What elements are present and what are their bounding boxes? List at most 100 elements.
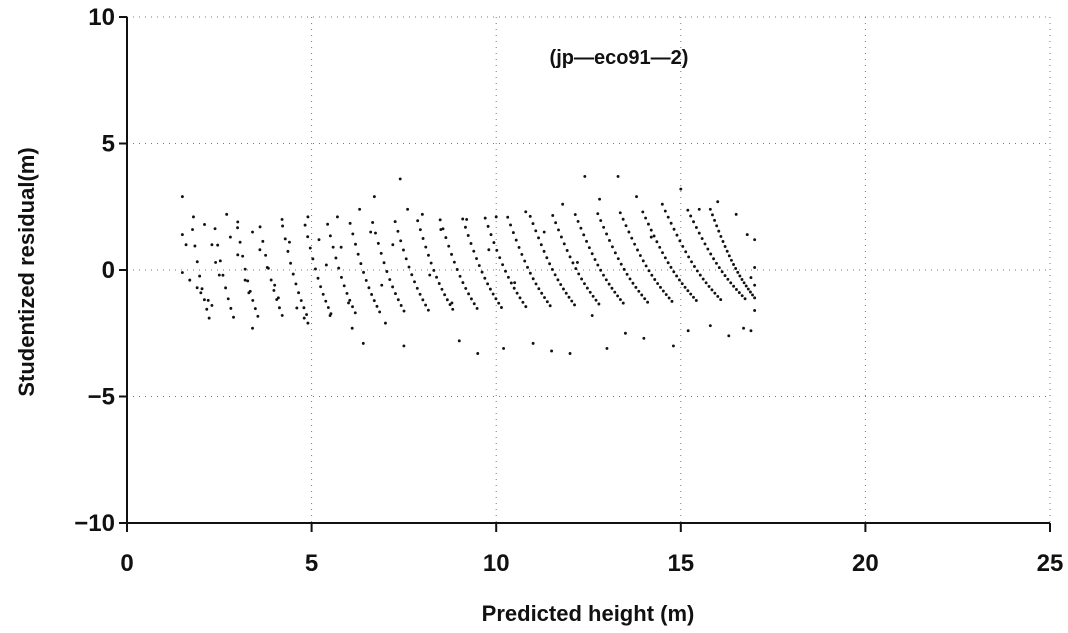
- scatter-point: [329, 312, 333, 316]
- scatter-point: [399, 239, 403, 243]
- scatter-point: [509, 281, 513, 285]
- scatter-point: [391, 243, 395, 247]
- scatter-point: [711, 213, 714, 217]
- scatter-point: [435, 275, 438, 279]
- scatter-point: [723, 245, 727, 248]
- scatter-point: [640, 293, 644, 297]
- scatter-point: [424, 303, 428, 307]
- scatter-point: [511, 231, 515, 235]
- scatter-point: [568, 255, 572, 259]
- scatter-point: [743, 297, 747, 301]
- scatter-point: [591, 294, 595, 298]
- scatter-point: [573, 213, 577, 217]
- scatter-point: [388, 278, 392, 281]
- scatter-point: [188, 278, 192, 282]
- scatter-point: [506, 215, 510, 219]
- scatter-point: [520, 252, 524, 256]
- scatter-point: [562, 287, 565, 291]
- scatter-point: [210, 303, 214, 307]
- scatter-point: [321, 292, 325, 296]
- scatter-point: [398, 177, 402, 181]
- scatter-point: [687, 255, 691, 259]
- scatter-point: [236, 253, 240, 257]
- scatter-point: [531, 277, 535, 281]
- scatter-point: [531, 222, 535, 226]
- scatter-point: [596, 212, 600, 216]
- scatter-point: [753, 283, 757, 287]
- scatter-point: [588, 290, 592, 294]
- scatter-point: [305, 313, 309, 316]
- scatter-point: [524, 305, 528, 309]
- scatter-point: [180, 271, 184, 274]
- scatter-point: [543, 296, 546, 299]
- scatter-point: [633, 242, 637, 246]
- scatter-point: [602, 273, 605, 277]
- scatter-point: [214, 260, 218, 264]
- scatter-point: [605, 346, 609, 350]
- scatter-point: [273, 283, 277, 287]
- scatter-point: [469, 297, 473, 301]
- scatter-point: [369, 230, 373, 234]
- scatter-point: [506, 275, 510, 279]
- scatter-point: [324, 299, 328, 303]
- scatter-point: [742, 281, 746, 285]
- scatter-point: [672, 227, 676, 231]
- scatter-point: [542, 230, 546, 234]
- scatter-point: [488, 287, 492, 291]
- scatter-point: [509, 223, 512, 227]
- scatter-point: [218, 259, 222, 263]
- scatter-point: [590, 252, 594, 256]
- scatter-point: [364, 278, 368, 282]
- scatter-point: [717, 266, 721, 270]
- scatter-point: [379, 251, 383, 255]
- scatter-point: [561, 202, 565, 206]
- scatter-point: [727, 334, 731, 338]
- scatter-point: [663, 209, 667, 213]
- y-tick-label: 10: [88, 4, 115, 31]
- scatter-point: [729, 258, 733, 262]
- scatter-point: [426, 308, 430, 312]
- scatter-point: [749, 276, 753, 280]
- scatter-point: [526, 265, 529, 269]
- scatter-point: [195, 260, 199, 264]
- scatter-point: [350, 326, 354, 330]
- scatter-point: [487, 248, 491, 252]
- scatter-point: [744, 284, 748, 288]
- scatter-point: [180, 195, 184, 199]
- scatter-point: [610, 245, 614, 249]
- scatter-point: [399, 304, 403, 307]
- scatter-point: [671, 344, 675, 348]
- scatter-point: [574, 267, 578, 271]
- scatter-point: [229, 306, 233, 310]
- scatter-point: [502, 346, 506, 350]
- point-layer: [180, 174, 757, 355]
- scatter-point: [641, 259, 645, 263]
- scatter-point: [661, 289, 665, 293]
- scatter-point: [291, 272, 295, 276]
- scatter-point: [537, 236, 540, 240]
- scatter-point: [515, 291, 519, 295]
- scatter-point: [432, 268, 436, 272]
- scatter-point: [246, 279, 250, 283]
- scatter-point: [709, 252, 713, 256]
- scatter-point: [670, 299, 674, 303]
- scatter-point: [619, 262, 623, 266]
- scatter-point: [494, 215, 498, 219]
- scatter-point: [266, 266, 270, 270]
- scatter-point: [732, 263, 735, 266]
- scatter-point: [749, 329, 753, 333]
- scatter-point: [531, 341, 535, 345]
- scatter-point: [354, 242, 357, 246]
- scatter-point: [297, 291, 301, 295]
- scatter-point: [491, 292, 495, 296]
- scatter-point: [402, 309, 406, 313]
- scatter-point: [501, 263, 505, 267]
- scatter-point: [710, 288, 714, 292]
- scatter-point: [476, 352, 480, 355]
- scatter-point: [461, 217, 465, 221]
- scatter-point: [658, 245, 662, 249]
- scatter-point: [613, 290, 617, 294]
- scatter-point: [528, 271, 532, 275]
- scatter-point: [534, 282, 538, 286]
